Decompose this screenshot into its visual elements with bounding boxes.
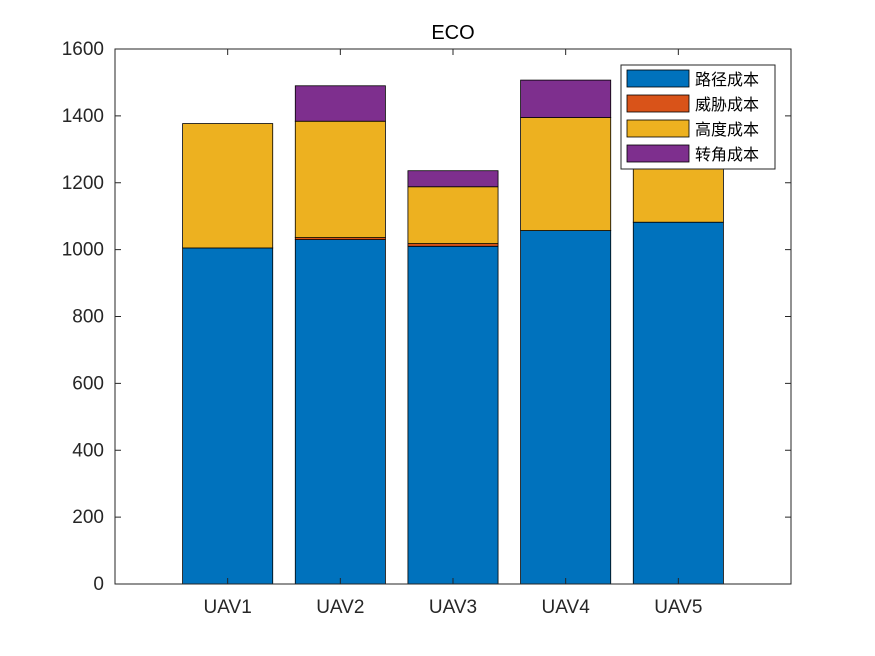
y-axis: 0 200 400 600 800 1000 1200 1400 1600 [62, 39, 791, 595]
bar-UAV4-series-0 [520, 230, 612, 585]
y-tick-label: 1000 [62, 240, 104, 261]
y-tick-label: 1200 [62, 173, 104, 194]
chart-title: ECO [431, 22, 474, 44]
x-axis: UAV1 UAV2 UAV3 UAV4 UAV5 [204, 49, 702, 618]
y-tick-label: 1600 [62, 39, 104, 60]
bar-UAV4-series-3 [520, 79, 612, 118]
y-tick-label: 400 [72, 440, 104, 461]
x-tick-label: UAV5 [654, 597, 702, 618]
bar-UAV3-series-2 [407, 186, 499, 244]
y-tick-label: 200 [72, 507, 104, 528]
legend-swatch-0 [626, 69, 690, 88]
bar-UAV2-series-3 [294, 85, 386, 122]
legend-swatch-3 [626, 144, 690, 163]
legend-label-3: 转角成本 [695, 145, 759, 164]
bar-UAV4-series-2 [520, 117, 612, 231]
bar-UAV3-series-3 [407, 170, 499, 188]
y-tick-label: 600 [72, 373, 104, 394]
bar-UAV2-series-0 [294, 239, 386, 585]
bar-UAV5-series-0 [632, 221, 724, 585]
legend-label-0: 路径成本 [695, 70, 759, 89]
legend-swatch-1 [626, 94, 690, 113]
legend-label-2: 高度成本 [695, 120, 759, 139]
bar-UAV3-series-0 [407, 245, 499, 585]
x-tick-label: UAV4 [542, 597, 591, 618]
y-tick-label: 1400 [62, 106, 104, 127]
bar-UAV2-series-2 [294, 120, 386, 238]
bars-group [182, 79, 724, 585]
y-tick-label: 800 [72, 307, 104, 328]
legend-label-1: 威胁成本 [695, 95, 759, 114]
x-tick-label: UAV1 [204, 597, 252, 618]
y-tick-label: 0 [93, 574, 104, 595]
bar-UAV1-series-2 [182, 123, 274, 249]
legend-swatch-2 [626, 119, 690, 138]
bar-UAV1-series-0 [182, 247, 274, 585]
bar-UAV3-series-1 [407, 243, 499, 247]
x-tick-label: UAV2 [316, 597, 364, 618]
x-tick-label: UAV3 [429, 597, 477, 618]
